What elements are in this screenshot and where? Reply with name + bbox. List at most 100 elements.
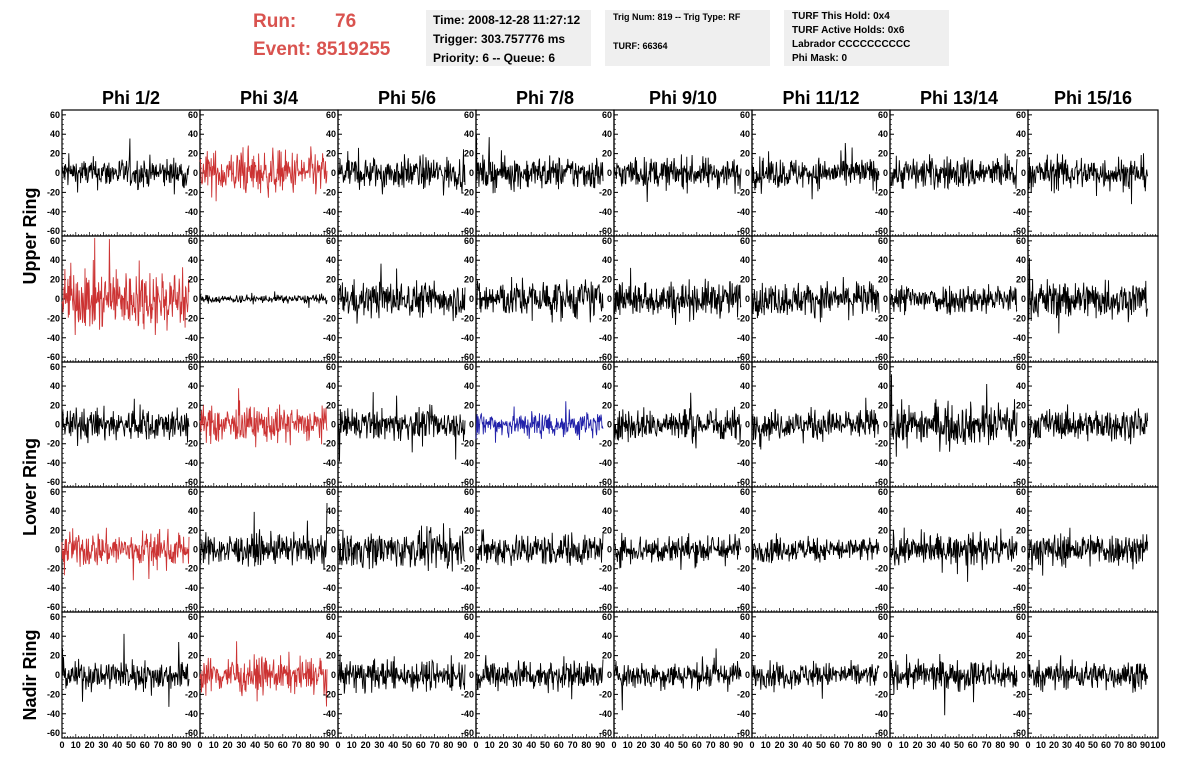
waveform-trace [475, 401, 604, 443]
y-tick-label: 60 [1016, 612, 1026, 622]
column-heading: Phi 11/12 [782, 88, 859, 108]
y-tick-label: 0 [55, 294, 60, 304]
y-tick-label: 40 [602, 631, 612, 641]
y-tick-label: 60 [878, 362, 888, 372]
y-tick-label: -60 [47, 728, 60, 738]
y-tick-label: 20 [464, 525, 474, 535]
x-tick-label: 30 [236, 740, 246, 750]
y-tick-label: 20 [1016, 275, 1026, 285]
y-tick-label: 20 [188, 149, 198, 159]
y-tick-label: -20 [1013, 313, 1026, 323]
x-tick-label: 50 [264, 740, 274, 750]
y-tick-label: 60 [878, 612, 888, 622]
y-tick-label: 60 [326, 236, 336, 246]
x-tick-label: 30 [788, 740, 798, 750]
y-tick-label: 20 [326, 149, 336, 159]
y-tick-label: 0 [55, 545, 60, 555]
y-tick-label: 20 [188, 400, 198, 410]
y-tick-label: 40 [602, 129, 612, 139]
x-tick-label: 70 [706, 740, 716, 750]
y-tick-label: 60 [740, 236, 750, 246]
y-tick-label: 60 [50, 110, 60, 120]
x-tick-label: 40 [664, 740, 674, 750]
y-tick-label: -40 [47, 458, 60, 468]
x-tick-label: 90 [457, 740, 467, 750]
x-tick-label: 30 [1062, 740, 1072, 750]
x-tick-label: 0 [611, 740, 616, 750]
x-tick-label: 10 [71, 740, 81, 750]
y-tick-label: 20 [326, 651, 336, 661]
x-tick-label: 30 [98, 740, 108, 750]
y-tick-label: 40 [50, 255, 60, 265]
y-tick-label: -40 [323, 207, 336, 217]
y-tick-label: -60 [461, 728, 474, 738]
y-tick-label: 40 [188, 506, 198, 516]
y-tick-label: 0 [469, 545, 474, 555]
y-tick-label: -60 [1013, 728, 1026, 738]
y-tick-label: -20 [185, 313, 198, 323]
y-tick-label: -60 [461, 602, 474, 612]
x-tick-label: 40 [250, 740, 260, 750]
waveform-trace [337, 392, 466, 462]
row-heading: Nadir Ring [20, 629, 40, 720]
y-tick-label: 0 [193, 294, 198, 304]
y-tick-label: 20 [740, 275, 750, 285]
y-tick-label: -20 [1013, 689, 1026, 699]
y-tick-label: -40 [323, 583, 336, 593]
y-tick-label: 60 [188, 362, 198, 372]
y-tick-label: -60 [461, 226, 474, 236]
y-tick-label: -20 [599, 439, 612, 449]
y-tick-label: 40 [1016, 255, 1026, 265]
y-tick-label: 0 [883, 294, 888, 304]
x-tick-label: 0 [1025, 740, 1030, 750]
y-tick-label: 60 [878, 236, 888, 246]
y-tick-label: 0 [607, 420, 612, 430]
waveform-trace [61, 138, 190, 195]
y-tick-label: 0 [607, 294, 612, 304]
y-tick-label: -20 [323, 187, 336, 197]
y-tick-label: -60 [599, 728, 612, 738]
waveform-trace [751, 142, 880, 200]
y-tick-label: -60 [47, 226, 60, 236]
column-heading: Phi 7/8 [516, 88, 574, 108]
y-tick-label: 0 [331, 168, 336, 178]
y-tick-label: -20 [599, 313, 612, 323]
y-tick-label: -40 [461, 583, 474, 593]
x-tick-label: 60 [554, 740, 564, 750]
x-tick-label: 20 [499, 740, 509, 750]
waveform-trace [475, 134, 604, 194]
x-tick-label: 50 [816, 740, 826, 750]
y-tick-label: 0 [55, 168, 60, 178]
y-tick-label: 40 [326, 506, 336, 516]
waveform-trace [337, 263, 466, 324]
y-tick-label: 0 [745, 168, 750, 178]
y-tick-label: -60 [599, 477, 612, 487]
y-tick-label: 40 [602, 255, 612, 265]
y-tick-label: -20 [875, 689, 888, 699]
y-tick-label: 60 [740, 362, 750, 372]
y-tick-label: 0 [607, 168, 612, 178]
waveform-trace [199, 641, 328, 707]
y-tick-label: 40 [326, 255, 336, 265]
x-tick-label: 20 [85, 740, 95, 750]
x-tick-label: 90 [1009, 740, 1019, 750]
x-tick-label: 10 [347, 740, 357, 750]
y-tick-label: 60 [464, 110, 474, 120]
y-tick-label: -40 [47, 709, 60, 719]
y-tick-label: 60 [602, 362, 612, 372]
y-tick-label: -60 [1013, 352, 1026, 362]
y-tick-label: -40 [599, 207, 612, 217]
y-tick-label: -20 [737, 313, 750, 323]
x-tick-label: 10 [1036, 740, 1046, 750]
waveform-trace [613, 267, 742, 325]
x-tick-label: 50 [540, 740, 550, 750]
y-tick-label: -20 [599, 187, 612, 197]
x-tick-label: 40 [112, 740, 122, 750]
x-tick-label: 30 [926, 740, 936, 750]
waveform-trace [889, 153, 1018, 191]
column-heading: Phi 3/4 [240, 88, 298, 108]
y-tick-label: -20 [185, 689, 198, 699]
y-tick-label: 60 [326, 110, 336, 120]
column-heading: Phi 9/10 [649, 88, 717, 108]
